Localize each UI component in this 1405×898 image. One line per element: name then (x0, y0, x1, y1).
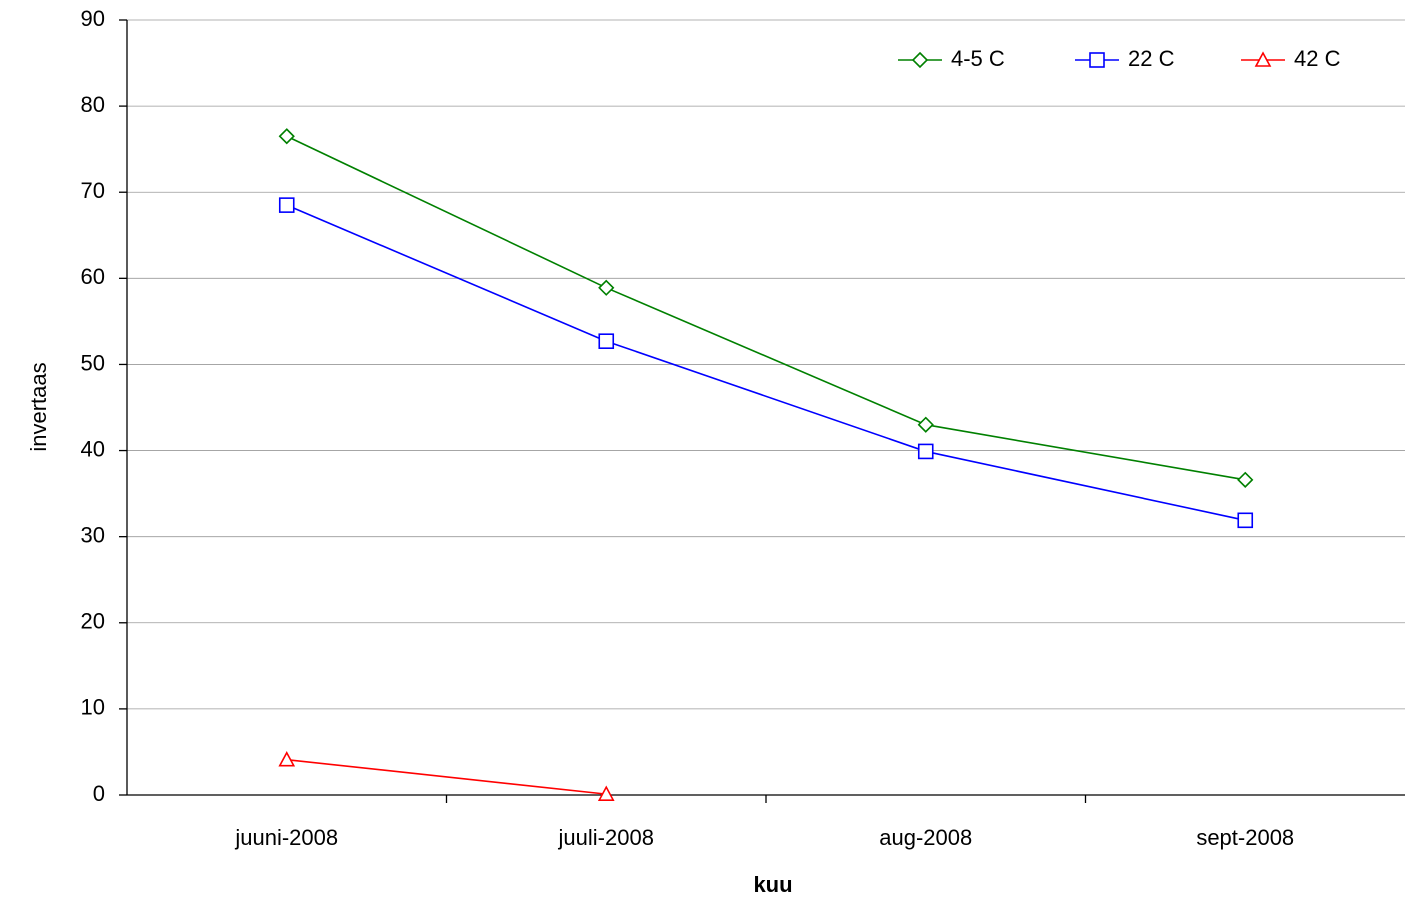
data-point (598, 333, 615, 349)
y-tick-label: 70 (81, 178, 105, 203)
y-tick-label: 60 (81, 264, 105, 289)
data-point (1237, 471, 1254, 488)
data-point (1237, 512, 1254, 529)
y-tick-label: 50 (81, 350, 105, 375)
series-42-c (278, 751, 615, 801)
legend-item: 42 C (1241, 46, 1341, 71)
data-point (278, 128, 295, 145)
y-tick-label: 0 (93, 781, 105, 806)
series-4-5-c (278, 128, 1254, 488)
y-tick-label: 10 (81, 695, 105, 720)
series-line (286, 758, 607, 795)
y-tick-label: 40 (81, 436, 105, 461)
data-point (917, 416, 934, 433)
series-22-c (278, 197, 1254, 529)
x-tick-label: juuli-2008 (558, 825, 654, 850)
y-tick-labels: 0 10 20 30 40 50 60 70 80 90 (81, 6, 127, 806)
data-point (917, 443, 934, 460)
legend-item: 22 C (1075, 46, 1175, 71)
x-tick-label: aug-2008 (879, 825, 972, 850)
legend-item: 4-5 C (898, 46, 1005, 71)
y-tick-label: 30 (81, 522, 105, 547)
x-tick-label: juuni-2008 (234, 825, 338, 850)
y-tick-label: 20 (81, 609, 105, 634)
series-line (286, 204, 1246, 522)
series-line (286, 135, 1246, 481)
legend: 4-5 C 22 C 42 C (898, 46, 1341, 71)
data-point (598, 279, 615, 296)
x-tick-labels: juuni-2008 juuli-2008 aug-2008 sept-2008 (234, 795, 1294, 850)
y-tick-label: 90 (81, 6, 105, 31)
legend-marker (911, 51, 929, 69)
series-lines (278, 128, 1254, 801)
legend-label: 4-5 C (951, 46, 1005, 71)
axes (126, 20, 1405, 796)
y-tick-label: 80 (81, 92, 105, 117)
legend-label: 42 C (1294, 46, 1341, 71)
legend-marker (1089, 52, 1105, 68)
y-axis-title: invertaas (26, 362, 51, 451)
legend-label: 22 C (1128, 46, 1175, 71)
x-tick-label: sept-2008 (1196, 825, 1294, 850)
gridlines (127, 19, 1405, 710)
x-axis-title: kuu (753, 872, 792, 897)
data-point (278, 751, 296, 767)
data-point (597, 785, 615, 801)
data-point (278, 197, 295, 213)
legend-marker (1254, 51, 1272, 67)
